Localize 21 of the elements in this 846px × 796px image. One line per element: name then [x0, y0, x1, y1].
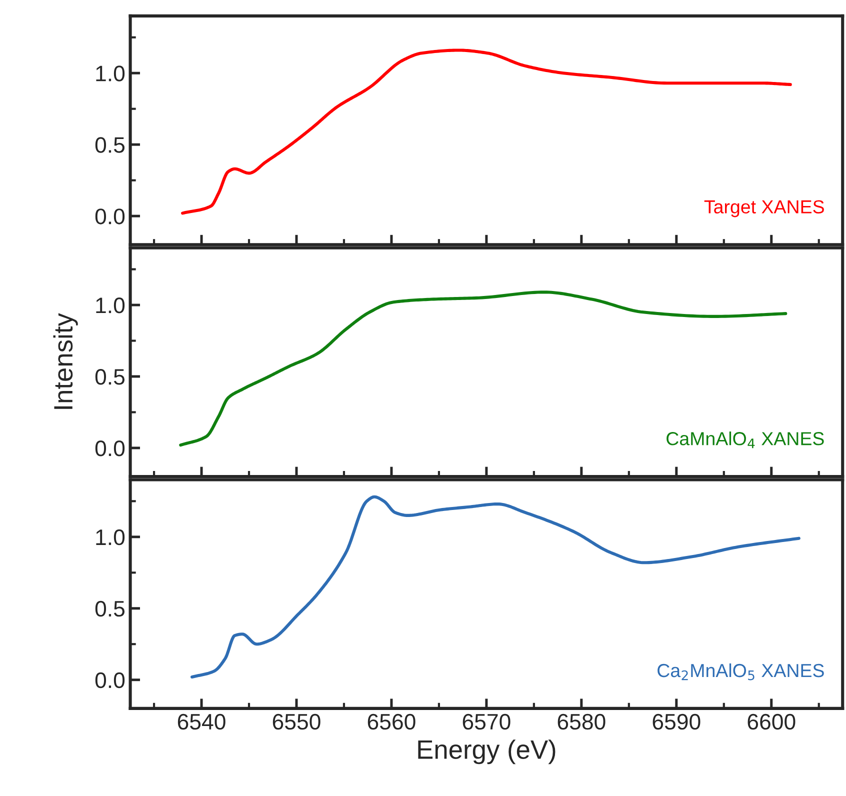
x-tick-label: 6540 [178, 714, 226, 730]
x-axis-title: Energy (eV) [418, 740, 556, 764]
y-tick-label: 0.5 [95, 369, 124, 385]
x-tick-label: 6560 [368, 714, 416, 730]
text: Target XANES [704, 200, 824, 218]
text: Ca$_{2}$MnAlO$_{5}$ XANES [658, 663, 824, 680]
y-tick-label: 0.5 [95, 600, 124, 617]
x-tick-label: 6580 [558, 714, 606, 730]
text: CaMnAlO$_{4}$ XANES [666, 432, 824, 448]
y-tick-label: 0.5 [95, 137, 124, 153]
y-tick-label: 0.0 [95, 672, 125, 688]
y-tick-label: 1.0 [96, 298, 125, 314]
x-tick-label: 6590 [652, 714, 700, 730]
x-tick-label: 6600 [748, 714, 796, 730]
x-tick-label: 6570 [462, 714, 510, 730]
y-axis-title: Intensity [53, 313, 78, 409]
x-tick-label: 6550 [272, 714, 320, 730]
y-tick-label: 1.0 [96, 66, 125, 82]
y-tick-label: 0.0 [95, 440, 125, 456]
y-tick-label: 1.0 [96, 529, 125, 546]
y-tick-label: 0.0 [95, 208, 125, 224]
